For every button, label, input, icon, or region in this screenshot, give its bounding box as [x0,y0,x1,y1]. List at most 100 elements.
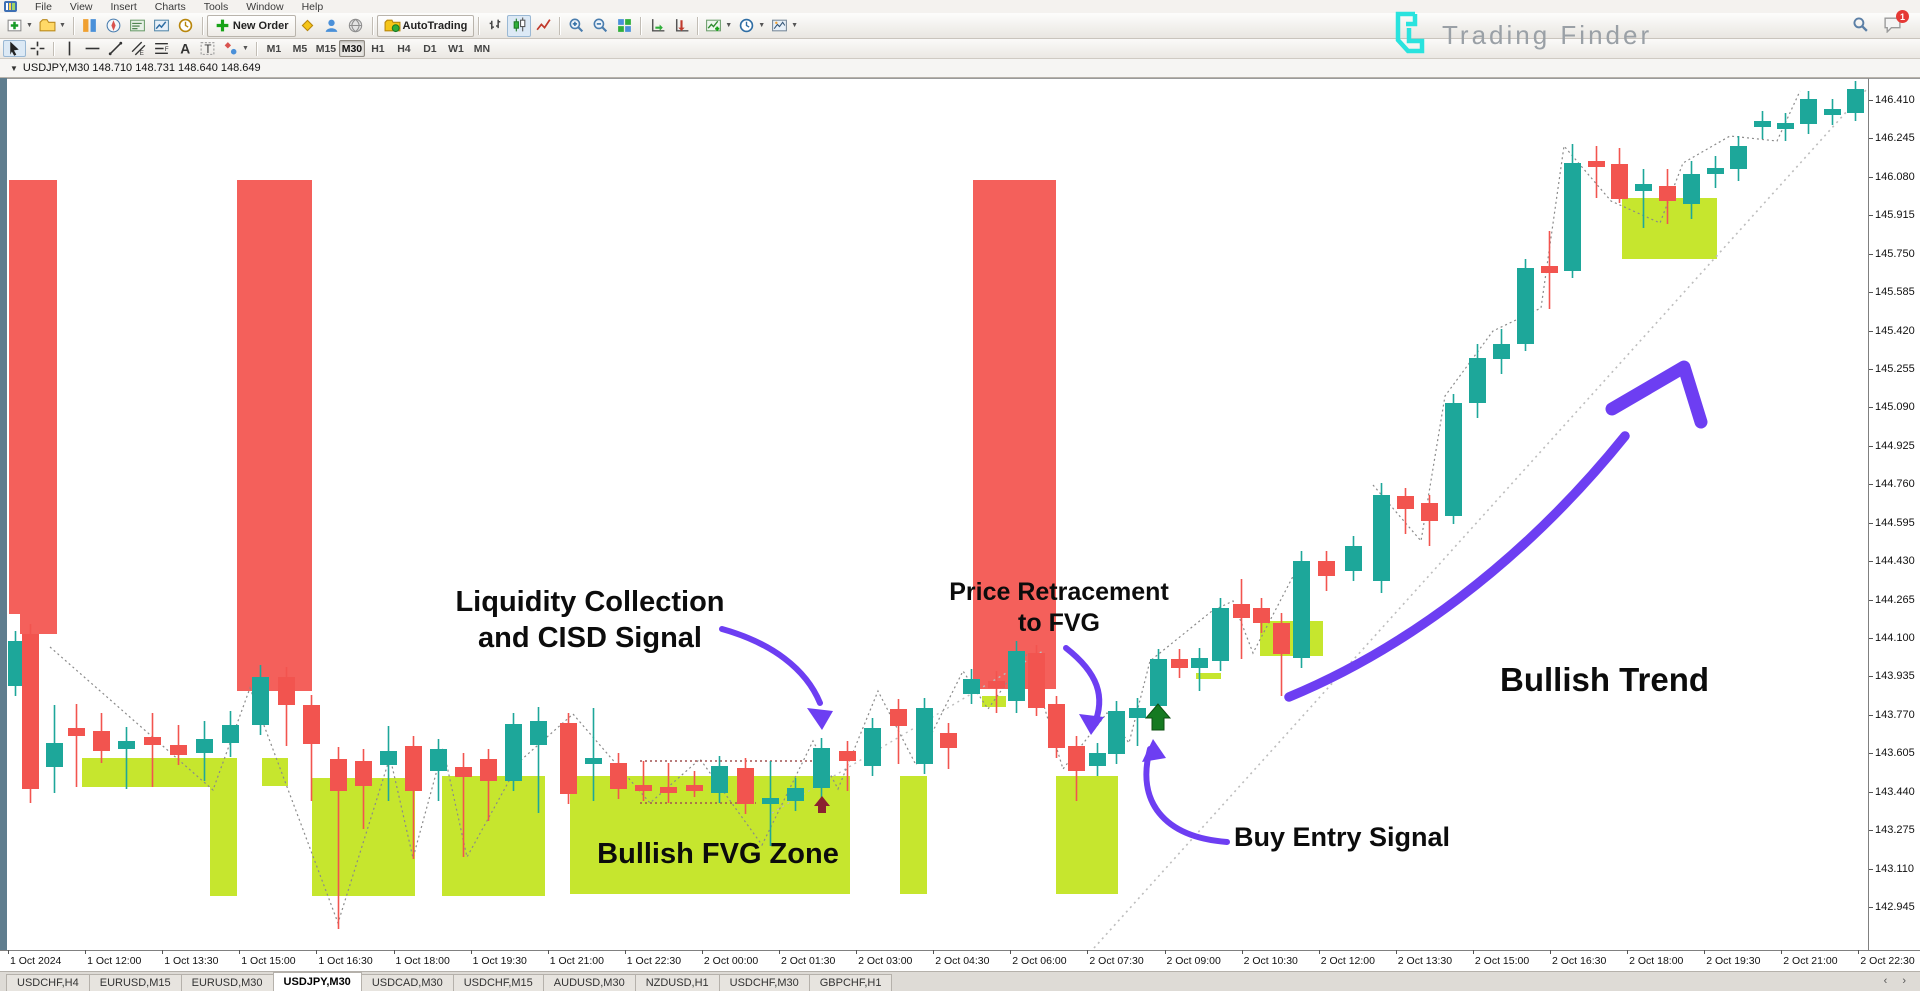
autotrading-button[interactable]: AutoTrading [376,14,475,37]
chart-tab-usdchf-m30[interactable]: USDCHF,M30 [718,974,810,991]
timeframe-m15[interactable]: M15 [315,42,337,55]
candle-body [1397,496,1414,509]
time-tick: 1 Oct 16:30 [316,950,373,967]
app-logo-icon [4,1,17,12]
time-tick: 2 Oct 22:30 [1858,950,1915,967]
candle-body [1469,358,1486,403]
candle-body [252,677,269,725]
candle-body [93,731,110,751]
candle-body [1089,753,1106,766]
community-icon[interactable] [320,15,344,37]
chart-tab-eurusd-m15[interactable]: EURUSD,M15 [88,974,182,991]
candle-body [405,746,422,791]
chart-shift-icon[interactable] [669,15,693,37]
candle-body [864,728,881,766]
chart-collapse-icon[interactable]: ▼ [10,63,18,73]
shapes-tool-icon[interactable]: ▼ [219,40,252,57]
search-icon[interactable] [1852,16,1869,38]
timeframe-w1[interactable]: W1 [448,42,464,55]
menu-item-file[interactable]: File [35,0,52,13]
trendline-tool-icon[interactable] [104,40,127,57]
fibonacci-tool-icon[interactable]: F [150,40,173,57]
terminal-icon[interactable] [126,15,150,37]
candle-body [940,733,957,748]
auto-arrange-icon[interactable] [645,15,669,37]
timeframe-h1[interactable]: H1 [371,42,385,55]
zoom-out-icon[interactable] [588,15,612,37]
timeframe-m1[interactable]: M1 [266,42,282,55]
svg-text:T: T [204,43,211,56]
timeframe-m30[interactable]: M30 [338,40,365,57]
history-center-icon[interactable] [174,15,198,37]
timeframe-d1[interactable]: D1 [423,42,437,55]
trading-finder-logo-icon [1395,11,1425,54]
periods-icon[interactable]: ▼ [735,15,768,37]
fvg-zone [442,776,545,896]
zoom-in-icon[interactable] [564,15,588,37]
bar-chart-mode-icon[interactable] [483,15,507,37]
candle-body [1493,344,1510,359]
profiles-icon[interactable]: ▼ [36,15,69,37]
candle-body [8,641,24,686]
label-tool-icon[interactable]: T [196,40,219,57]
chart-tab-gbpchf-h1[interactable]: GBPCHF,H1 [808,974,893,991]
market-watch-icon[interactable] [78,15,102,37]
candle-body [68,728,85,736]
cursor-tool-icon[interactable] [3,40,26,57]
timeframe-h4[interactable]: H4 [397,42,411,55]
navigator-icon[interactable] [102,15,126,37]
metaeditor-icon[interactable] [296,15,320,37]
time-tick: 1 Oct 2024 [7,950,62,967]
channel-tool-icon[interactable]: E [127,40,150,57]
price-tick: 142.945 [1869,901,1915,914]
time-axis[interactable]: 1 Oct 2024 1 Oct 12:00 1 Oct 13:30 1 Oct 15… [0,950,1920,971]
candlestick-chart[interactable]: Liquidity Collection and CISD Signal Pri… [7,78,1868,950]
annotation-bullish-fvg-zone: Bullish FVG Zone [597,838,839,870]
line-chart-mode-icon[interactable] [531,15,555,37]
templates-icon[interactable]: ▼ [768,15,801,37]
timeframe-m5[interactable]: M5 [292,42,308,55]
mql5-icon[interactable] [344,15,368,37]
candle-body [1171,659,1188,668]
menu-item-charts[interactable]: Charts [154,0,186,13]
text-tool-icon[interactable]: A [173,40,196,57]
chart-tab-eurusd-m30[interactable]: EURUSD,M30 [180,974,274,991]
tile-windows-icon[interactable] [612,15,636,37]
new-chart-icon[interactable]: ▼ [3,15,36,37]
chart-tab-usdchf-h4[interactable]: USDCHF,H4 [6,974,90,991]
candle-body [1445,403,1462,516]
candle-body [222,725,239,743]
toolbar-separator [478,16,480,35]
menu-item-tools[interactable]: Tools [203,0,229,13]
chart-tab-usdcad-m30[interactable]: USDCAD,M30 [360,974,454,991]
price-tick: 144.925 [1869,439,1915,452]
chart-tab-audusd-m30[interactable]: AUDUSD,M30 [542,974,636,991]
candlestick-mode-icon[interactable] [507,14,532,37]
fvg-zone [1260,621,1323,656]
menu-item-help[interactable]: Help [301,0,324,13]
fvg-zone [262,758,288,786]
strategy-tester-icon[interactable] [150,15,174,37]
chat-icon[interactable]: 1 [1883,10,1909,38]
chart-tab-usdjpy-m30[interactable]: USDJPY,M30 [272,972,362,991]
crosshair-tool-icon[interactable] [26,40,49,57]
menu-bar: File View Insert Charts Tools Window Help [0,0,1920,13]
annotation-arrowhead [1142,739,1166,762]
timeframe-mn[interactable]: MN [473,42,491,55]
annotation-buy-entry: Buy Entry Signal [1234,822,1451,852]
toolbar-separator [53,41,54,56]
price-axis[interactable]: 146.410 146.245 146.080 145.915 145.750 145.5… [1868,78,1920,950]
menu-item-insert[interactable]: Insert [110,0,137,13]
chart-tab-nzdusd-h1[interactable]: NZDUSD,H1 [634,974,720,991]
annotation-arrow [719,626,823,706]
horizontal-line-tool-icon[interactable] [81,40,104,57]
menu-item-view[interactable]: View [69,0,93,13]
new-order-button[interactable]: New Order [206,14,296,37]
fvg-zone [570,776,850,894]
menu-item-window[interactable]: Window [246,0,284,13]
price-tick: 143.275 [1869,824,1915,837]
chart-tab-usdchf-m15[interactable]: USDCHF,M15 [452,974,544,991]
indicators-icon[interactable]: ▼ [702,15,735,37]
vertical-line-tool-icon[interactable] [58,40,81,57]
tab-scroll-arrows[interactable]: ‹ › [1883,975,1912,987]
